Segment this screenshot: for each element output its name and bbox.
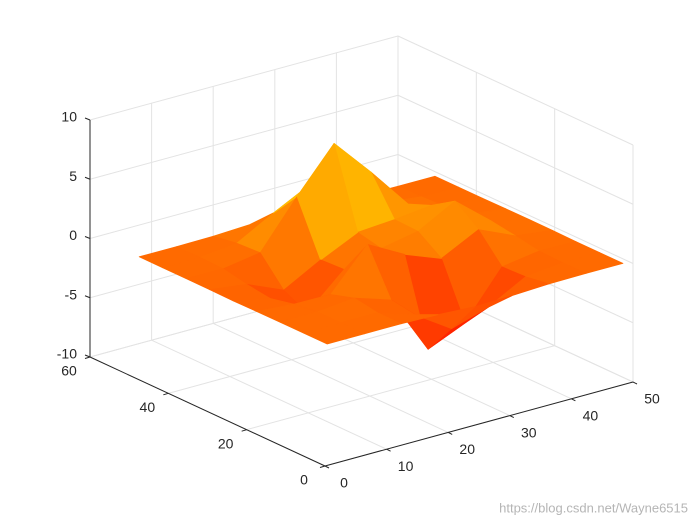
axes — [84, 117, 638, 469]
z-tick-label: -5 — [65, 286, 78, 302]
z-tick — [84, 117, 91, 121]
y-tick — [84, 356, 91, 359]
z-tick — [84, 236, 91, 239]
y-tick-label: 0 — [300, 472, 308, 488]
x-tick — [324, 465, 330, 469]
x-tick-label: 10 — [398, 458, 414, 474]
y-tick — [163, 392, 169, 396]
x-tick — [571, 398, 576, 402]
grid-line — [246, 345, 555, 431]
y-tick — [319, 465, 326, 468]
watermark: https://blog.csdn.net/Wayne6515 — [499, 500, 688, 515]
x-axis-line — [324, 381, 634, 467]
y-tick-label: 20 — [218, 435, 234, 451]
z-tick — [84, 295, 91, 299]
z-tick-label: 10 — [61, 109, 77, 125]
surface-patch — [303, 322, 365, 345]
grid-line — [397, 154, 634, 264]
x-tick-label: 20 — [459, 441, 475, 457]
z-tick-label: 5 — [69, 168, 77, 184]
x-tick — [447, 431, 453, 435]
x-tick-label: 30 — [521, 424, 537, 440]
grid-line — [89, 35, 399, 121]
x-tick-label: 0 — [340, 475, 348, 491]
grid-line — [212, 322, 449, 433]
x-tick — [509, 415, 515, 419]
x-tick-label: 50 — [644, 391, 660, 407]
z-tick-label: 0 — [69, 227, 77, 243]
y-tick — [241, 429, 247, 432]
surface-patch — [296, 143, 359, 261]
y-tick-label: 40 — [140, 399, 156, 415]
x-tick — [386, 448, 391, 452]
y-tick-label: 60 — [61, 363, 77, 379]
surface — [138, 143, 624, 350]
y-axis-line — [89, 356, 326, 467]
tick-labels: 0 10 20 30 40 50 0 20 40 60-10 -5 0 5 10 — [57, 109, 660, 491]
x-tick — [632, 381, 638, 385]
grid-line — [397, 94, 634, 205]
z-tick — [84, 354, 91, 358]
grid-line — [151, 339, 387, 450]
grid-line — [89, 94, 399, 180]
z-tick-label: -10 — [57, 346, 77, 362]
z-tick — [84, 176, 91, 180]
x-tick-label: 40 — [583, 408, 599, 424]
grid-line — [397, 35, 634, 146]
